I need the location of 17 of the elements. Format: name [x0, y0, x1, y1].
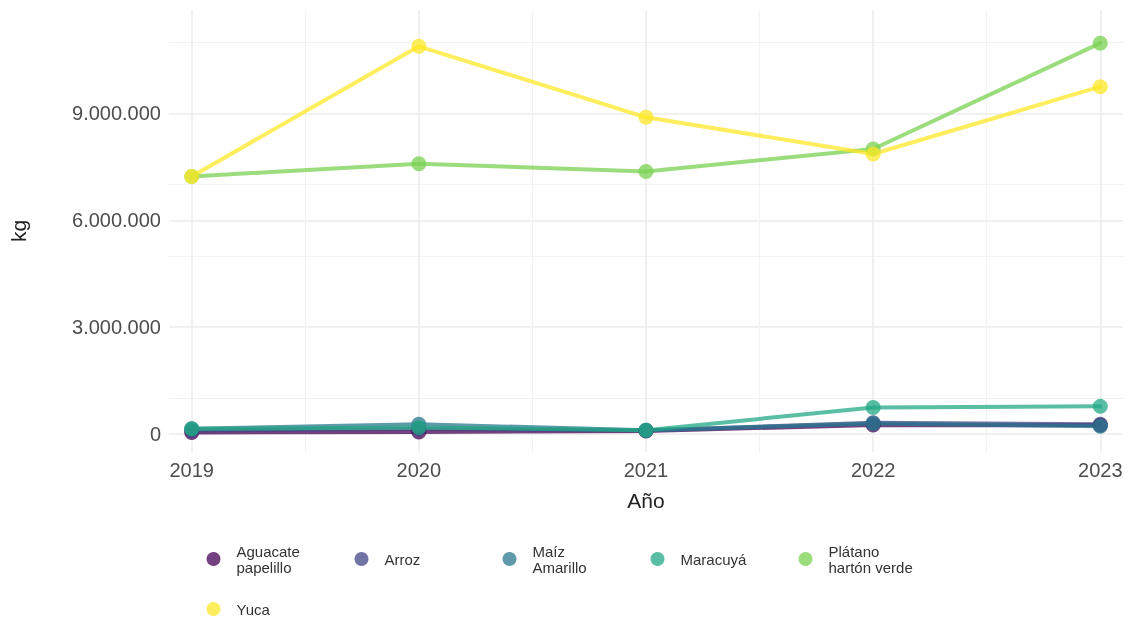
y-axis-title: kg — [7, 219, 30, 243]
x-tick-label: 2022 — [850, 459, 896, 481]
x-tick-label: 2020 — [396, 459, 442, 481]
legend-label: Maracuyá — [680, 550, 748, 568]
legend-label: Aguacate papelillo — [236, 542, 305, 576]
legend-label: Arroz — [384, 550, 421, 568]
y-tick-label: 0 — [149, 423, 161, 446]
y-tick-label: 3.000.000 — [72, 316, 161, 339]
legend-label: Maíz Amarillo — [532, 542, 587, 576]
y-tick-label: 9.000.000 — [72, 102, 161, 125]
legend-label: Yuca — [236, 600, 271, 618]
x-axis-title: Año — [627, 489, 665, 512]
y-tick-label: 6.000.000 — [72, 209, 161, 232]
legend-label: Plátano hartón verde — [828, 542, 913, 576]
x-tick-label: 2023 — [1078, 459, 1123, 481]
x-tick-label: 2019 — [169, 459, 214, 481]
x-tick-label: 2021 — [623, 459, 669, 481]
